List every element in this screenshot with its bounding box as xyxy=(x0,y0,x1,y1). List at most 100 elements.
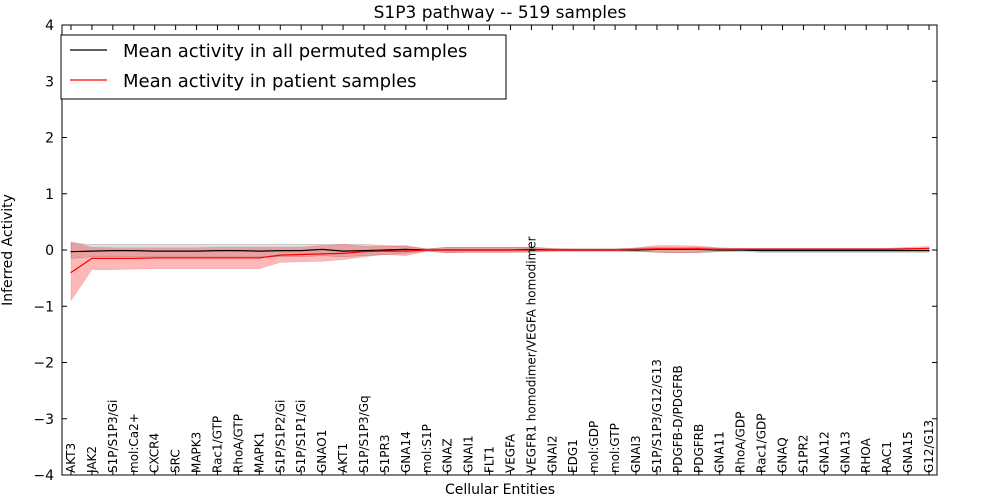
x-tick-label: GNA12 xyxy=(817,431,831,473)
y-tick-label: −1 xyxy=(33,299,54,315)
data-point xyxy=(761,250,763,252)
data-point xyxy=(781,248,784,250)
x-tick-label: VEGFA xyxy=(504,433,518,473)
x-tick-label: Rac1/GDP xyxy=(755,414,769,473)
data-point xyxy=(237,250,239,252)
data-point xyxy=(70,271,72,274)
x-tick-label: GNAQ xyxy=(776,437,790,473)
data-point xyxy=(907,248,909,250)
data-point xyxy=(928,250,930,252)
legend-label-permuted: Mean activity in all permuted samples xyxy=(123,41,467,62)
data-point xyxy=(91,250,93,252)
x-tick-label: S1P/S1P2/Gi xyxy=(273,400,287,473)
data-point xyxy=(886,250,888,252)
data-point xyxy=(698,248,700,250)
data-point xyxy=(258,250,260,252)
series-line-patient xyxy=(70,247,930,273)
x-tick-label: GNAZ xyxy=(441,438,455,473)
data-point xyxy=(447,249,449,251)
x-tick-label: GNA13 xyxy=(838,431,852,473)
data-point xyxy=(844,250,846,252)
data-point xyxy=(635,248,637,250)
data-point xyxy=(216,257,219,259)
y-tick-label: 2 xyxy=(45,131,54,147)
y-tick-label: 4 xyxy=(45,18,54,34)
x-tick-label: mol:GTP xyxy=(608,423,622,473)
plot-area xyxy=(70,241,930,302)
data-point xyxy=(488,249,491,251)
data-point xyxy=(928,247,930,249)
x-tick-label: S1P/S1P1/Gi xyxy=(294,400,308,473)
chart-title: S1P3 pathway -- 519 samples xyxy=(374,3,627,23)
data-point xyxy=(279,250,281,252)
x-tick-label: MAPK1 xyxy=(252,432,266,473)
x-tick-label: Rac1/GTP xyxy=(211,416,225,473)
data-point xyxy=(216,250,219,252)
data-point xyxy=(802,250,805,252)
x-tick-label: RHOA xyxy=(859,437,873,473)
x-tick-label: RAC1 xyxy=(880,441,894,473)
y-tick-label: −4 xyxy=(33,468,54,484)
x-tick-label: S1P/S1P3/Gq xyxy=(357,395,371,473)
data-point xyxy=(781,250,784,252)
x-tick-label: VEGFR1 homodimer/VEGFA homodimer xyxy=(524,236,538,473)
data-point xyxy=(300,250,302,252)
x-tick-label: GNAI2 xyxy=(545,435,559,473)
data-point xyxy=(175,257,177,259)
x-tick-label: S1P/S1P3/Gi xyxy=(106,400,120,473)
data-point xyxy=(237,257,239,259)
data-point xyxy=(112,250,114,252)
y-tick-label: −2 xyxy=(33,356,54,372)
data-point xyxy=(279,254,281,256)
x-tick-label: RhoA/GDP xyxy=(734,412,748,473)
data-point xyxy=(677,248,679,250)
data-point xyxy=(761,248,763,250)
data-point xyxy=(321,248,323,250)
data-point xyxy=(70,251,72,253)
legend-box xyxy=(60,34,507,100)
data-point xyxy=(572,249,574,251)
data-point xyxy=(823,250,826,252)
y-tick-label: 0 xyxy=(45,243,54,259)
x-tick-label: PDGFB-D/PDGFRB xyxy=(671,365,685,473)
data-point xyxy=(865,250,867,252)
data-point xyxy=(342,252,344,254)
data-point xyxy=(426,249,428,251)
y-axis: 4 3 2 1 0 −1 −2 −3 −4 xyxy=(33,18,937,484)
x-axis-label: Cellular Entities xyxy=(445,482,555,498)
data-point xyxy=(468,249,470,251)
data-point xyxy=(133,250,135,252)
x-tick-label: G12/G13 xyxy=(922,420,936,473)
data-point xyxy=(363,250,365,252)
x-tick-label: GNA15 xyxy=(901,431,915,473)
data-point xyxy=(823,248,826,250)
data-point xyxy=(740,248,742,250)
x-tick-label: FLT1 xyxy=(483,446,497,473)
x-tick-label: S1PR2 xyxy=(796,435,810,473)
data-point xyxy=(656,248,658,250)
data-point xyxy=(300,253,302,256)
x-tick-label: GNAI1 xyxy=(462,435,476,473)
data-point xyxy=(258,257,260,259)
data-point xyxy=(614,249,616,251)
data-point xyxy=(509,249,512,251)
data-point xyxy=(154,257,156,259)
y-axis-label: Inferred Activity xyxy=(0,194,16,306)
x-tick-label: GNA11 xyxy=(713,431,727,473)
x-tick-label: S1PR3 xyxy=(378,435,392,473)
data-point xyxy=(719,248,721,250)
data-point xyxy=(844,248,846,250)
x-tick-label: CXCR4 xyxy=(148,433,162,473)
x-tick-label: S1P/S1P3/G12/G13 xyxy=(650,359,664,473)
x-tick-label: AKT3 xyxy=(64,443,78,473)
data-point xyxy=(865,248,867,250)
x-tick-label: EDG1 xyxy=(566,439,580,473)
x-tick-label: GNAO1 xyxy=(315,430,329,473)
y-tick-label: 3 xyxy=(45,74,54,90)
data-point xyxy=(112,257,114,259)
data-point xyxy=(551,249,553,251)
x-tick-label: SRC xyxy=(169,449,183,473)
data-point xyxy=(154,250,156,252)
data-point xyxy=(175,250,177,252)
